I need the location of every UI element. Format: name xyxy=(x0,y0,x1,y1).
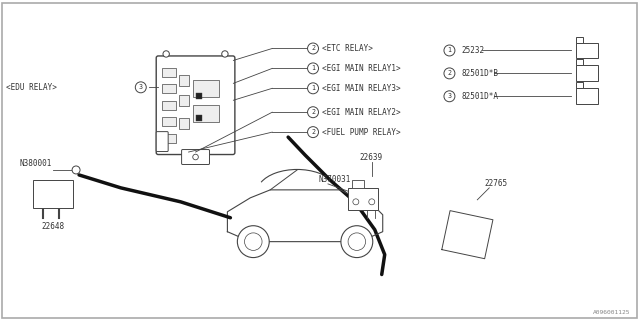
FancyBboxPatch shape xyxy=(156,132,168,152)
Circle shape xyxy=(353,199,359,205)
Text: 22639: 22639 xyxy=(360,153,383,162)
Text: 82501D*A: 82501D*A xyxy=(461,92,499,101)
Circle shape xyxy=(193,154,198,160)
Bar xyxy=(162,117,176,126)
Bar xyxy=(162,101,176,110)
Text: 25232: 25232 xyxy=(461,46,484,55)
Text: A096001125: A096001125 xyxy=(593,310,630,315)
Bar xyxy=(179,95,189,106)
Circle shape xyxy=(308,63,319,74)
Text: 2: 2 xyxy=(311,109,315,115)
Polygon shape xyxy=(442,211,493,259)
Bar xyxy=(196,115,202,121)
Text: <FUEL PUMP RELAY>: <FUEL PUMP RELAY> xyxy=(322,128,401,137)
Text: 2: 2 xyxy=(311,45,315,52)
Circle shape xyxy=(163,51,170,57)
Text: 3: 3 xyxy=(447,93,451,99)
Bar xyxy=(162,84,176,93)
Circle shape xyxy=(348,233,365,251)
Text: 22765: 22765 xyxy=(484,179,508,188)
Circle shape xyxy=(135,82,147,93)
Text: <EDU RELAY>: <EDU RELAY> xyxy=(6,83,57,92)
Bar xyxy=(162,134,176,143)
Circle shape xyxy=(444,68,455,79)
Circle shape xyxy=(237,226,269,258)
Text: 22648: 22648 xyxy=(42,222,65,231)
Bar xyxy=(193,105,219,122)
Bar xyxy=(576,82,583,88)
Circle shape xyxy=(308,107,319,118)
Circle shape xyxy=(244,233,262,251)
Text: <ETC RELAY>: <ETC RELAY> xyxy=(322,44,373,53)
Bar xyxy=(179,118,189,129)
Text: 1: 1 xyxy=(447,47,451,53)
Bar xyxy=(352,180,364,188)
Text: <EGI MAIN RELAY1>: <EGI MAIN RELAY1> xyxy=(322,64,401,73)
Bar xyxy=(193,80,219,97)
Circle shape xyxy=(341,226,372,258)
Bar xyxy=(179,76,189,86)
Bar xyxy=(348,188,378,210)
Text: 1: 1 xyxy=(311,65,315,71)
Bar xyxy=(576,60,583,65)
Text: 2: 2 xyxy=(447,70,451,76)
Circle shape xyxy=(308,83,319,94)
Bar xyxy=(162,68,176,77)
Text: 2: 2 xyxy=(311,129,315,135)
Text: N380001: N380001 xyxy=(19,159,52,168)
Text: 82501D*B: 82501D*B xyxy=(461,69,499,78)
Circle shape xyxy=(369,199,375,205)
Bar xyxy=(576,88,598,104)
Bar xyxy=(33,180,73,208)
Circle shape xyxy=(308,127,319,138)
Bar xyxy=(576,43,598,59)
Text: 3: 3 xyxy=(139,84,143,90)
Circle shape xyxy=(72,166,80,174)
FancyBboxPatch shape xyxy=(182,149,209,164)
Circle shape xyxy=(444,91,455,102)
Circle shape xyxy=(444,45,455,56)
Text: N370031: N370031 xyxy=(318,175,350,184)
Bar xyxy=(576,36,583,43)
Circle shape xyxy=(308,43,319,54)
Text: <EGI MAIN RELAY2>: <EGI MAIN RELAY2> xyxy=(322,108,401,117)
Circle shape xyxy=(221,51,228,57)
Text: <EGI MAIN RELAY3>: <EGI MAIN RELAY3> xyxy=(322,84,401,93)
Bar xyxy=(196,93,202,99)
Text: 1: 1 xyxy=(311,85,315,91)
Bar xyxy=(576,65,598,81)
FancyBboxPatch shape xyxy=(156,56,235,155)
